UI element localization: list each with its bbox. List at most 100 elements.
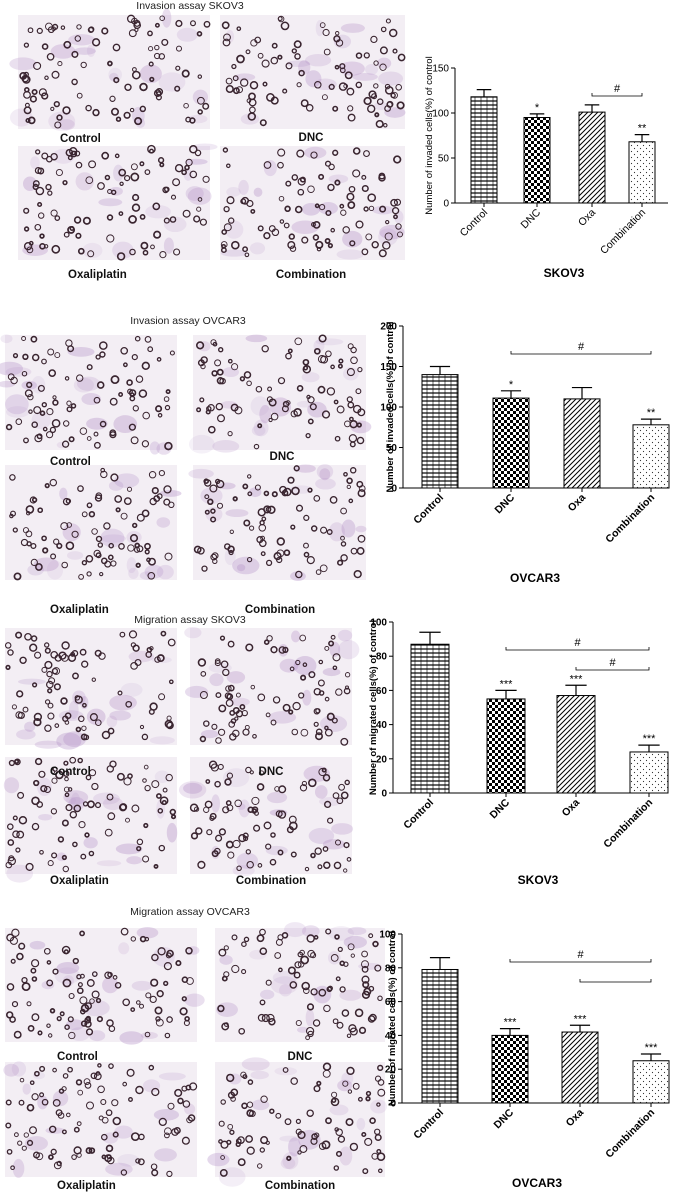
y-tick-label: 100 [379,930,396,941]
bar-dnc [491,1034,529,1104]
x-tick-label-dnc: DNC [492,1106,517,1131]
error-bar-control [429,365,451,375]
significance-label-combination: ** [638,123,647,135]
error-bar-control [476,89,492,97]
x-tick-label-combination: Combination [603,492,657,546]
x-tick-label-control: Control [458,207,490,239]
error-bar-oxa [571,386,593,399]
error-bar-combination [640,1053,662,1061]
micrograph-label-control: Control [50,456,91,468]
y-tick-label: 0 [390,1099,396,1110]
comparison-bracket [575,667,650,671]
y-tick-label: 100 [432,109,449,120]
error-bar-oxa [584,104,600,113]
charts-layer: 0 50 100 150 Control * DNC Oxa ** Combination # Num… [368,56,670,1190]
micrograph-label-oxaliplatin: Oxaliplatin [50,604,109,616]
y-axis-label: Number of migrated cells(%) of control [368,620,379,795]
y-tick-label: 80 [385,963,397,974]
y-tick-label: 60 [376,686,388,697]
bar-oxa [578,111,606,204]
x-tick-label-oxa: Oxa [576,207,598,229]
x-tick-label-oxa: Oxa [566,492,589,515]
comparison-bracket [509,959,652,963]
micrographs-layer: Invasion assay SKOV3 Control DNC Oxaliplati… [0,0,406,1192]
error-bar-oxa [565,684,587,696]
x-axis-label: SKOV3 [518,873,559,887]
y-tick-label: 100 [370,618,387,629]
micrograph-label-control: Control [50,766,91,778]
error-bar-dnc [499,1028,521,1036]
significance-label-dnc: *** [504,1017,518,1029]
micrograph-oxaliplatin [3,756,178,883]
y-tick-label: 0 [391,484,397,495]
panel-title: Invasion assay SKOV3 [136,0,244,12]
y-tick-label: 0 [443,199,449,210]
significance-label-dnc: *** [500,678,514,690]
x-tick-label-dnc: DNC [493,491,518,516]
error-bar-oxa [569,1024,591,1033]
micrograph-dnc [220,15,406,129]
comparison-label: # [614,83,621,95]
bar-oxa [561,1031,599,1104]
x-tick-label-dnc: DNC [488,796,513,821]
bar-dnc [523,117,551,204]
micrograph-control [0,334,177,455]
significance-label-dnc: * [509,379,514,391]
y-tick-label: 20 [385,1065,397,1076]
assay-panel-4: Migration assay OVCAR3 Control DNC Oxalipla… [3,906,387,1192]
bar-combination [632,1060,670,1104]
bar-control [421,374,459,489]
micrograph-control [4,628,177,750]
comparison-label: # [578,341,585,353]
y-tick-label: 80 [376,652,388,663]
micrograph-dnc [184,626,360,746]
comparison-label: # [609,657,616,669]
micrograph-combination [207,1057,387,1187]
panel-title: Migration assay OVCAR3 [130,906,250,918]
significance-label-dnc: * [535,102,540,114]
comparison-bracket [510,351,652,355]
comparison-label: # [574,637,581,649]
bar-combination [629,751,669,794]
micrograph-control [9,8,211,131]
bar-dnc [486,698,526,794]
x-tick-label-oxa: Oxa [560,797,583,820]
x-tick-label-combination: Combination [601,797,655,851]
x-tick-label-combination: Combination [598,207,648,257]
micrograph-combination [220,146,405,260]
y-tick-label: 40 [376,720,388,731]
micrograph-dnc [188,334,372,454]
micrograph-label-combination: Combination [276,269,346,281]
comparison-bracket [505,647,650,651]
y-tick-label: 20 [376,754,388,765]
error-bar-dnc [529,113,545,118]
micrograph-label-dnc: DNC [270,451,295,463]
micrograph-oxaliplatin [3,1061,198,1178]
y-tick-label: 40 [385,1031,397,1042]
micrograph-label-dnc: DNC [288,1051,313,1063]
bar-chart-2: 0 50 100 150 200 Control * DNC Oxa ** Combination #… [380,321,670,585]
y-tick-label: 50 [386,443,398,454]
assay-panel-1: Invasion assay SKOV3 Control DNC Oxaliplati… [9,0,406,281]
x-tick-label-control: Control [401,797,436,832]
bar-control [470,96,498,204]
x-tick-label-combination: Combination [603,1107,657,1161]
error-bar-combination [634,134,650,142]
bar-oxa [563,398,601,489]
assay-panel-3: Migration assay SKOV3 Control DNC Oxaliplat… [3,614,360,887]
micrograph-label-combination: Combination [265,1180,335,1192]
micrograph-label-oxaliplatin: Oxaliplatin [50,875,109,887]
micrograph-label-dnc: DNC [299,132,324,144]
y-tick-label: 150 [432,64,449,75]
micrograph-label-control: Control [57,1051,98,1063]
bar-combination [632,424,670,489]
significance-label-combination: ** [647,407,656,419]
micrograph-dnc [215,922,385,1042]
comparison-bracket [579,979,652,983]
bar-oxa [556,695,596,794]
assay-panel-2: Invasion assay OVCAR3 Control DNC Oxaliplat… [0,315,372,616]
micrograph-label-combination: Combination [245,604,315,616]
y-tick-label: 50 [438,154,450,165]
x-tick-label-dnc: DNC [519,206,544,231]
y-tick-label: 100 [380,403,397,414]
